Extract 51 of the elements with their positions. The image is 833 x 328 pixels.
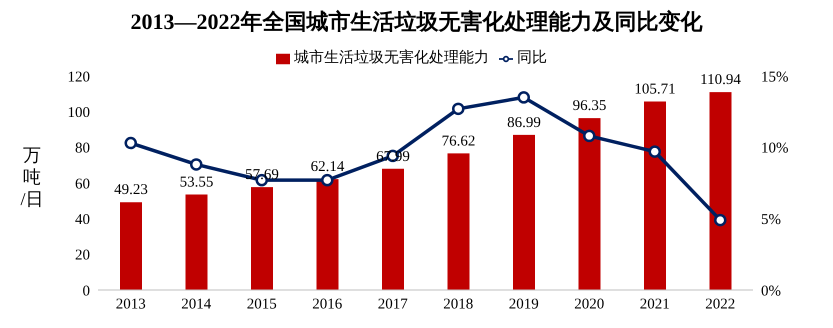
bar (382, 168, 404, 290)
x-tick-label: 2017 (378, 296, 408, 313)
legend-label: 城市生活垃圾无害化处理能力 (294, 50, 489, 66)
point (714, 214, 726, 226)
x-tick-label: 2020 (574, 296, 604, 313)
point (648, 145, 661, 158)
chart-title: 2013—2022年全国城市生活垃圾无害化处理能力及同比变化 (130, 8, 704, 36)
point (583, 130, 596, 142)
x-tick-label: 2021 (640, 296, 670, 313)
y2-tick-label: 0% (761, 283, 781, 300)
bar (316, 179, 338, 290)
y-tick-label: 120 (68, 69, 90, 86)
y-axis-title: 万吨/日 (20, 145, 44, 209)
bar (710, 92, 732, 290)
point (190, 158, 202, 171)
point (452, 102, 464, 116)
x-tick-label: 2013 (116, 296, 146, 313)
bar (578, 118, 600, 290)
x-tick-label: 2014 (181, 296, 212, 313)
y2-tick-label: 5% (761, 212, 781, 228)
bar (448, 153, 470, 290)
bar (186, 194, 208, 290)
x-tick-label: 2016 (312, 296, 343, 313)
y-tick-label: 40 (75, 212, 90, 228)
data-label: 86.99 (507, 114, 541, 131)
data-label: 53.55 (180, 174, 214, 191)
x-tick-label: 2022 (705, 296, 736, 313)
data-label: 62.14 (310, 159, 345, 176)
y2-tick-label: 10% (761, 140, 788, 157)
bar (644, 101, 666, 290)
point (518, 91, 530, 104)
data-label: 105.71 (634, 81, 676, 98)
x-tick-label: 2018 (443, 296, 474, 313)
point (321, 174, 334, 186)
y2-tick-label: 15% (761, 69, 788, 86)
bar (251, 187, 273, 290)
y-tick-label: 60 (75, 176, 90, 192)
bar (120, 202, 142, 290)
data-label: 49.23 (114, 182, 148, 198)
data-label: 76.62 (442, 133, 476, 150)
y-tick-label: 0 (82, 283, 90, 300)
y-tick-label: 100 (68, 104, 90, 121)
y-tick-label: 20 (75, 248, 90, 264)
x-tick-label: 2019 (508, 296, 539, 313)
y-tick-label: 80 (75, 140, 90, 157)
data-label: 96.35 (572, 98, 606, 114)
x-tick-label: 2015 (246, 296, 277, 313)
point (124, 136, 137, 150)
data-label: 110.94 (700, 72, 742, 88)
legend-label: 同比 (517, 50, 547, 66)
bar (513, 134, 535, 290)
